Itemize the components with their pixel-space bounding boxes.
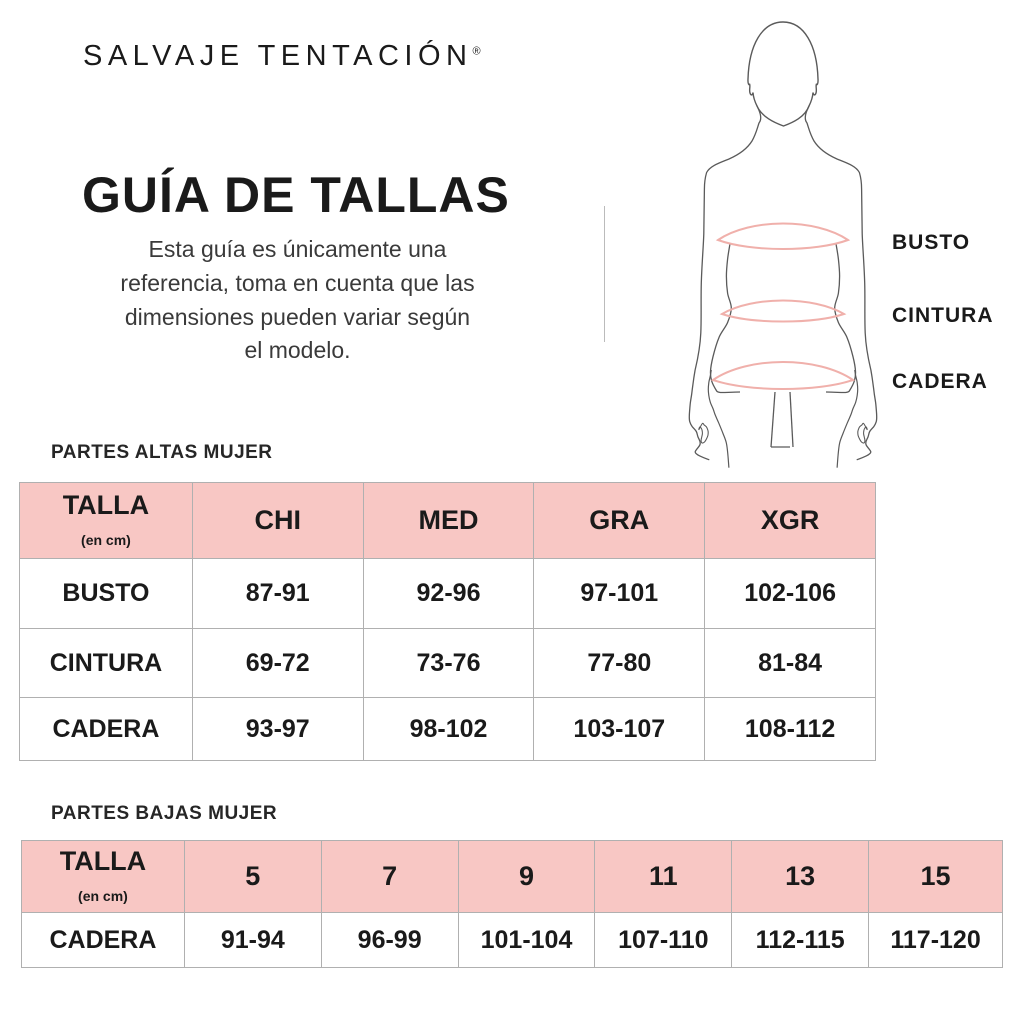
svg-text:BUSTO: BUSTO bbox=[892, 231, 970, 254]
svg-text:CADERA: CADERA bbox=[892, 370, 988, 393]
svg-text:CINTURA: CINTURA bbox=[892, 304, 994, 327]
